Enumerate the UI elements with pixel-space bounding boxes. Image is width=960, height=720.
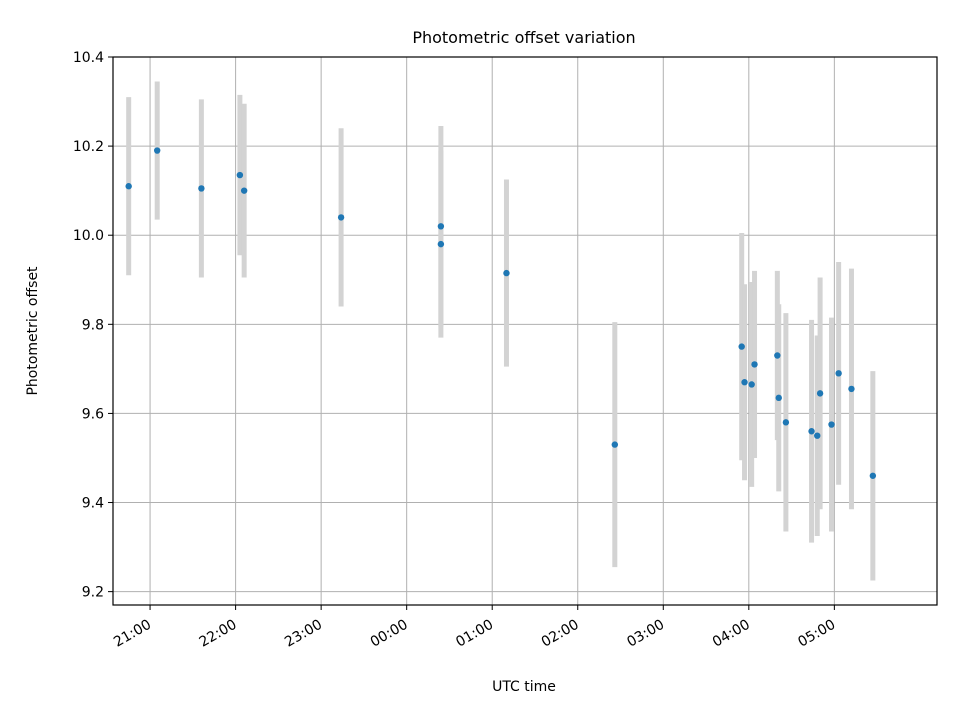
data-point xyxy=(808,428,815,435)
y-tick-label: 9.4 xyxy=(82,496,104,512)
data-point xyxy=(741,379,748,386)
data-point xyxy=(814,432,821,439)
data-point xyxy=(738,343,745,350)
y-tick-label: 9.8 xyxy=(82,317,104,333)
y-tick-label: 10.4 xyxy=(73,50,104,66)
y-tick-label: 9.6 xyxy=(82,406,104,422)
chart-title: Photometric offset variation xyxy=(412,28,635,47)
data-point xyxy=(611,441,619,448)
data-point xyxy=(153,147,161,154)
y-tick-label: 10.0 xyxy=(73,228,104,244)
data-point xyxy=(198,185,205,192)
data-points xyxy=(125,147,877,479)
x-axis-label: UTC time xyxy=(492,679,556,695)
y-axis-label: Photometric offset xyxy=(25,266,41,396)
data-point xyxy=(828,421,835,428)
data-point xyxy=(748,381,755,388)
data-point xyxy=(774,352,781,359)
data-point xyxy=(869,472,877,479)
data-point xyxy=(775,394,782,402)
data-point xyxy=(751,361,758,368)
data-point xyxy=(437,223,445,230)
data-point xyxy=(835,370,842,377)
data-point xyxy=(337,214,345,221)
data-point xyxy=(240,187,248,194)
y-tick-label: 10.2 xyxy=(73,139,104,155)
plot-frame xyxy=(112,56,938,606)
y-tick-label: 9.2 xyxy=(82,585,104,601)
data-point xyxy=(503,269,510,277)
data-point xyxy=(782,419,790,426)
data-point xyxy=(816,390,824,397)
data-point xyxy=(437,240,445,248)
data-point xyxy=(236,171,244,179)
data-point xyxy=(848,385,855,393)
data-point xyxy=(125,183,132,190)
grid xyxy=(113,56,937,605)
